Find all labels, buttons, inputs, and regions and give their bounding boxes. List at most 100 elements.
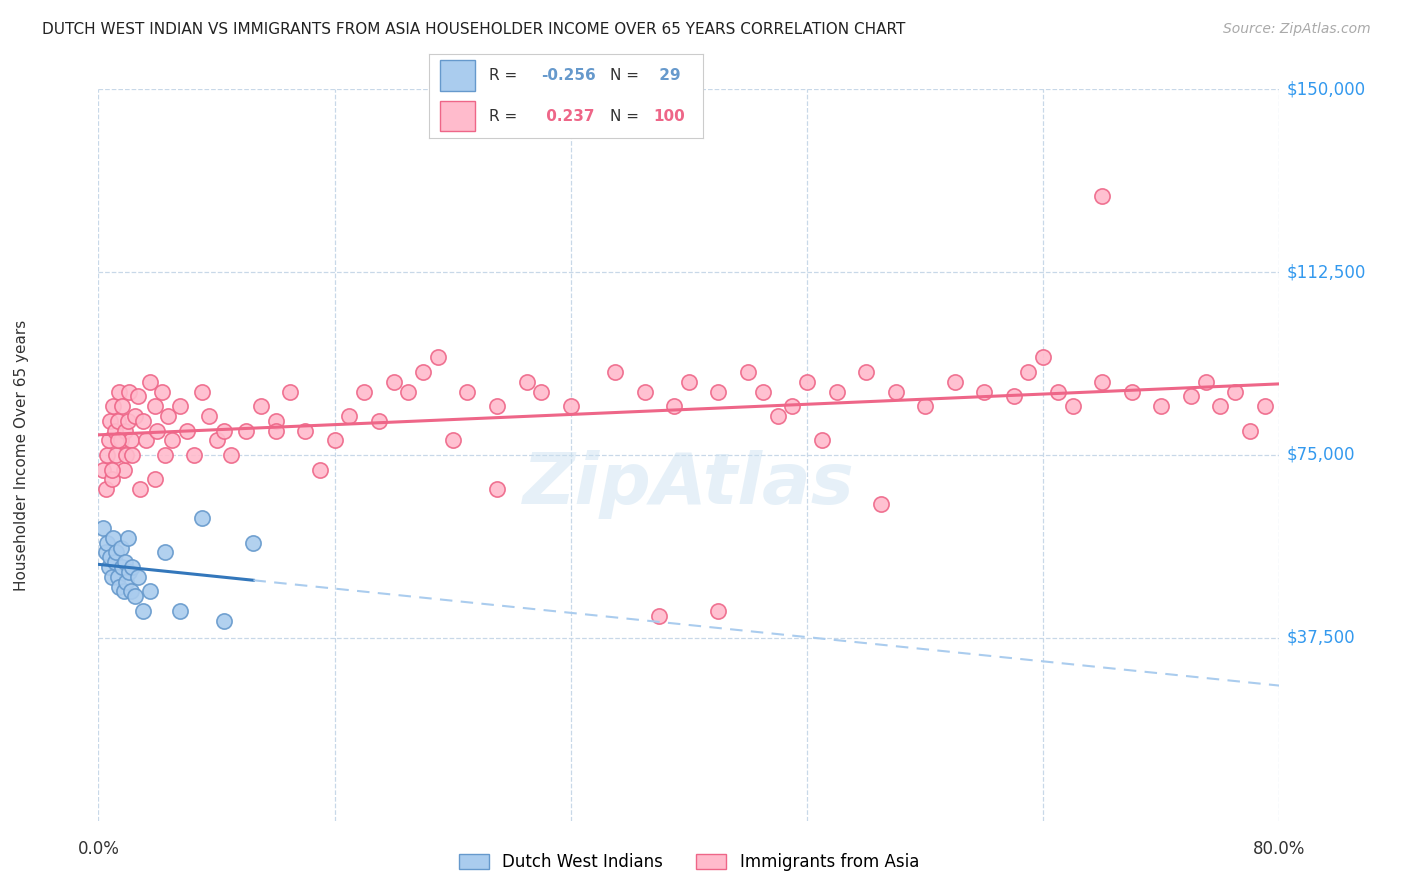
Point [104,555,127,569]
Point [664,399,686,413]
Point [943,375,966,389]
Point [100,472,122,486]
Point [114,555,136,569]
Point [100,570,122,584]
Point [110,541,132,555]
Text: N =: N = [610,109,644,124]
Point [94,482,117,496]
Text: DUTCH WEST INDIAN VS IMMIGRANTS FROM ASIA HOUSEHOLDER INCOME OVER 65 YEARS CORRE: DUTCH WEST INDIAN VS IMMIGRANTS FROM ASI… [42,22,905,37]
Point [103,399,125,413]
Point [1150,399,1173,413]
Point [1239,424,1261,438]
Point [132,604,155,618]
Point [121,560,143,574]
Point [108,580,131,594]
Point [143,472,166,486]
Point [96,448,118,462]
Point [309,462,332,476]
Point [107,434,129,448]
Point [91,521,114,535]
Text: Source: ZipAtlas.com: Source: ZipAtlas.com [1223,22,1371,37]
Point [869,497,891,511]
Point [678,375,700,389]
Point [104,424,127,438]
Text: $37,500: $37,500 [1286,629,1355,647]
Point [264,424,287,438]
Point [198,409,221,423]
Point [103,531,125,545]
Point [441,434,464,448]
Point [156,409,179,423]
Point [825,384,848,399]
Point [766,409,789,423]
Point [97,434,120,448]
Point [294,424,316,438]
Point [1091,375,1114,389]
Point [648,608,671,623]
Point [1002,389,1025,403]
Point [124,590,146,604]
Point [810,434,832,448]
Point [1254,399,1277,413]
Point [107,414,129,428]
Point [114,424,136,438]
Point [323,434,346,448]
Point [337,409,360,423]
Point [1017,365,1039,379]
Point [560,399,582,413]
Point [153,545,176,559]
Point [105,448,128,462]
Point [368,414,391,428]
Point [456,384,478,399]
Text: 100: 100 [654,109,685,124]
Text: R =: R = [489,109,522,124]
Point [162,434,183,448]
Point [111,560,134,574]
Point [884,384,907,399]
Point [235,424,257,438]
Point [124,409,146,423]
Point [412,365,434,379]
Point [707,384,730,399]
Point [132,414,155,428]
Point [108,384,131,399]
Point [1046,384,1069,399]
Point [1180,389,1202,403]
Point [191,511,214,525]
Text: -0.256: -0.256 [541,68,596,83]
Point [110,434,132,448]
Point [98,550,121,565]
Point [111,399,134,413]
Point [782,399,804,413]
Bar [440,61,475,91]
Text: 29: 29 [654,68,681,83]
Point [1032,351,1054,365]
Point [751,384,773,399]
Point [118,384,141,399]
Point [128,482,150,496]
Point [127,389,149,403]
Point [1091,189,1114,203]
Text: $75,000: $75,000 [1286,446,1355,464]
Point [121,448,143,462]
Point [183,448,205,462]
Point [120,584,142,599]
Point [98,414,121,428]
Point [1209,399,1232,413]
Text: 0.0%: 0.0% [77,840,120,858]
Point [169,399,191,413]
Point [153,448,176,462]
Point [737,365,759,379]
Text: $112,500: $112,500 [1286,263,1365,281]
Point [396,384,419,399]
Point [264,414,287,428]
Point [530,384,553,399]
Text: 0.237: 0.237 [541,109,595,124]
Point [855,365,877,379]
Text: Householder Income Over 65 years: Householder Income Over 65 years [14,319,28,591]
Point [96,535,118,549]
Point [382,375,405,389]
Point [796,375,818,389]
Point [242,535,264,549]
Point [107,570,129,584]
